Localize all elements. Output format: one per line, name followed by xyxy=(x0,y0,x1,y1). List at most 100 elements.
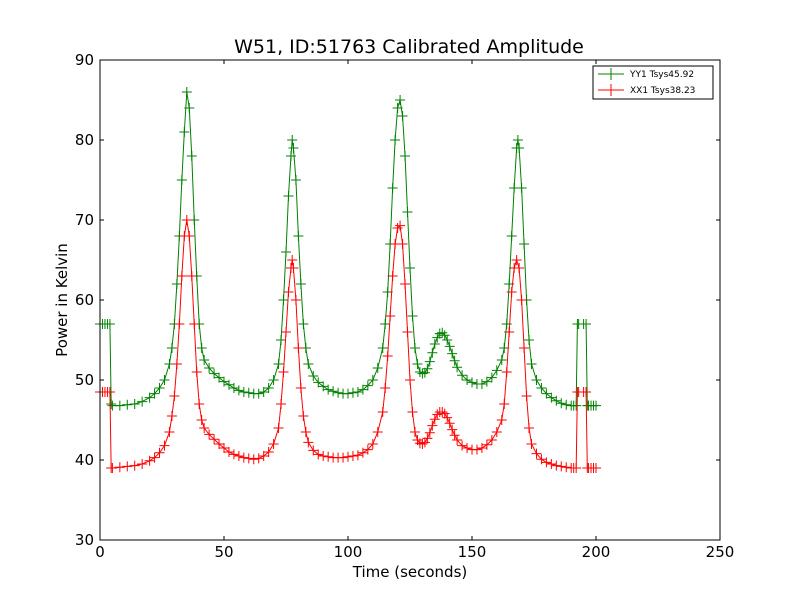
data-point xyxy=(390,135,401,145)
data-point xyxy=(313,449,324,460)
chart-title: W51, ID:51763 Calibrated Amplitude xyxy=(234,36,584,58)
data-point xyxy=(181,215,192,225)
data-point xyxy=(174,319,185,329)
data-point xyxy=(285,151,296,161)
data-point xyxy=(397,111,408,121)
data-point xyxy=(541,388,552,399)
x-axis-ticks: 0 50 100 150 200 250 xyxy=(95,60,734,561)
data-point xyxy=(171,279,182,289)
data-point xyxy=(501,367,512,377)
data-point xyxy=(499,343,510,353)
data-point xyxy=(476,379,487,389)
data-point xyxy=(164,427,175,437)
data-point xyxy=(437,407,448,417)
data-point xyxy=(238,387,249,397)
x-axis-label: Time (seconds) xyxy=(352,563,468,581)
data-point xyxy=(114,462,125,473)
data-point xyxy=(387,271,398,281)
data-point xyxy=(452,362,463,373)
data-point xyxy=(181,87,192,97)
data-point xyxy=(524,335,535,345)
data-point xyxy=(372,427,383,437)
data-point xyxy=(412,359,423,369)
data-point xyxy=(481,376,492,387)
data-point xyxy=(308,445,319,456)
data-point xyxy=(233,385,244,396)
y-tick-label: 90 xyxy=(75,51,94,69)
data-point xyxy=(303,359,314,369)
data-point xyxy=(176,175,187,185)
data-point xyxy=(343,451,353,462)
data-point xyxy=(144,392,155,403)
data-point xyxy=(196,415,207,425)
data-point xyxy=(352,450,363,461)
data-point xyxy=(268,439,279,449)
y-tick-label: 70 xyxy=(75,211,94,229)
data-point xyxy=(191,367,202,377)
data-point xyxy=(442,335,453,345)
data-point xyxy=(437,327,448,338)
x-tick-label: 50 xyxy=(214,543,233,561)
data-point xyxy=(137,459,148,469)
data-point xyxy=(154,383,165,393)
data-point xyxy=(591,400,601,411)
data-point xyxy=(243,387,254,398)
data-point xyxy=(380,383,391,393)
data-point xyxy=(561,399,572,410)
data-point xyxy=(499,399,510,409)
data-point xyxy=(491,365,502,376)
data-point xyxy=(263,383,274,393)
data-point xyxy=(561,462,572,473)
data-point xyxy=(457,440,468,451)
data-point xyxy=(258,387,269,397)
data-point xyxy=(176,271,187,281)
data-point xyxy=(281,327,291,337)
data-point xyxy=(526,439,537,449)
data-point xyxy=(452,435,463,445)
data-point xyxy=(104,387,115,397)
x-tick-label: 250 xyxy=(706,543,735,561)
data-point xyxy=(581,319,592,329)
data-point xyxy=(424,427,435,438)
data-point xyxy=(199,423,210,433)
y-tick-label: 80 xyxy=(75,131,94,149)
data-point xyxy=(104,319,115,329)
data-point xyxy=(283,191,294,201)
data-point xyxy=(308,371,319,381)
data-point xyxy=(228,383,239,393)
data-point xyxy=(407,311,418,321)
data-point xyxy=(521,391,532,401)
data-point xyxy=(486,435,497,445)
y-tick-label: 50 xyxy=(75,371,94,389)
data-point xyxy=(166,411,177,421)
series-line xyxy=(100,91,596,407)
data-point xyxy=(496,355,507,365)
data-point xyxy=(184,103,195,113)
data-point xyxy=(295,383,306,393)
x-tick-label: 0 xyxy=(95,543,105,561)
data-point xyxy=(506,231,517,241)
data-point xyxy=(214,372,225,383)
data-point xyxy=(186,271,197,281)
data-point xyxy=(276,335,287,345)
x-tick-label: 150 xyxy=(458,543,487,561)
data-point xyxy=(439,408,450,419)
data-point xyxy=(372,363,383,373)
y-axis-label: Power in Kelvin xyxy=(53,243,71,357)
series-xx1 xyxy=(95,215,601,473)
data-point xyxy=(395,220,406,231)
data-point xyxy=(581,387,592,397)
data-point xyxy=(367,439,378,449)
data-point xyxy=(196,343,207,353)
data-point xyxy=(300,427,311,437)
data-point xyxy=(541,457,552,468)
data-point xyxy=(159,375,170,385)
data-point xyxy=(204,429,215,440)
data-point xyxy=(298,411,309,421)
data-point xyxy=(377,343,388,353)
data-point xyxy=(387,183,398,193)
data-point xyxy=(323,451,334,462)
data-point xyxy=(380,319,391,329)
data-point xyxy=(506,287,517,297)
data-point xyxy=(519,343,530,353)
